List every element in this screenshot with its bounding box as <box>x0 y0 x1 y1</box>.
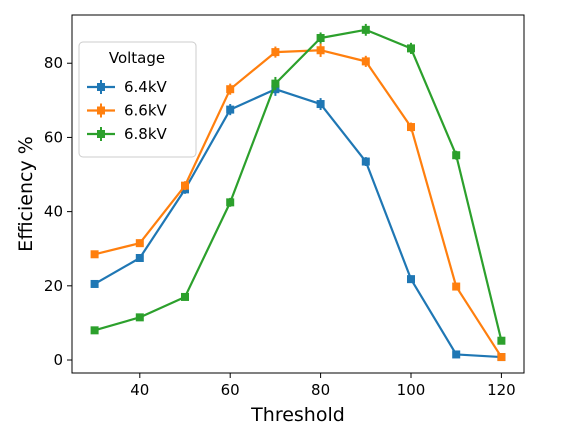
legend-swatch-marker <box>97 130 105 138</box>
data-point <box>226 105 235 114</box>
data-point <box>452 350 461 359</box>
data-point <box>361 57 370 66</box>
x-tick-label: 40 <box>130 381 149 399</box>
legend-item: 6.6kV <box>87 102 168 120</box>
y-tick-label: 60 <box>44 128 63 146</box>
data-point <box>361 25 370 34</box>
data-point <box>497 353 506 362</box>
data-point <box>271 79 280 88</box>
plot-frame <box>71 14 525 374</box>
series-6.6kV <box>90 43 506 362</box>
series-layer <box>90 23 506 362</box>
y-tick-label: 20 <box>44 277 63 295</box>
series-line <box>94 49 503 358</box>
data-point <box>407 44 415 53</box>
data-point <box>135 253 144 262</box>
data-point <box>135 313 144 322</box>
legend-item: 6.8kV <box>87 125 168 143</box>
data-point <box>407 123 415 132</box>
y-tick-label: 80 <box>44 54 63 72</box>
data-point <box>90 250 99 259</box>
y-tick-label: 40 <box>44 203 63 221</box>
x-tick-label: 60 <box>221 381 240 399</box>
data-point <box>135 239 144 248</box>
data-point <box>316 100 325 109</box>
legend-item: 6.4kV <box>87 78 168 96</box>
legend: Voltage 6.4kV 6.6kV 6.8kV <box>78 41 197 158</box>
x-axis-label: Threshold <box>250 404 345 423</box>
series-line <box>94 88 502 359</box>
x-axis: 40 60 80 100 120 <box>130 373 516 399</box>
legend-label: 6.4kV <box>124 78 168 96</box>
legend-items: 6.4kV 6.6kV 6.8kV <box>87 78 168 143</box>
data-point <box>452 151 461 160</box>
data-point <box>316 46 325 55</box>
data-point <box>497 336 506 345</box>
data-point <box>226 198 235 207</box>
legend-label: 6.8kV <box>124 125 168 143</box>
data-point <box>316 34 325 43</box>
y-tick-label: 0 <box>53 351 63 369</box>
series-6.8kV <box>90 23 506 345</box>
data-point <box>407 275 415 284</box>
series-line <box>94 28 503 341</box>
x-tick-label: 100 <box>397 381 426 399</box>
data-point <box>226 85 235 94</box>
legend-title: Voltage <box>109 49 165 67</box>
y-axis-label: Efficiency % <box>15 136 37 252</box>
legend-swatch-marker <box>97 106 105 115</box>
data-point <box>361 157 370 166</box>
data-point <box>271 48 280 57</box>
data-point <box>181 292 189 301</box>
data-point <box>90 279 99 288</box>
x-tick-label: 80 <box>311 381 330 399</box>
legend-label: 6.6kV <box>124 102 168 120</box>
legend-swatch-marker <box>97 83 105 91</box>
data-point <box>452 282 461 291</box>
data-point <box>181 181 189 190</box>
x-tick-label: 120 <box>487 381 516 399</box>
data-point <box>90 326 99 335</box>
legend-box <box>78 41 197 158</box>
series-6.4kV <box>90 82 506 362</box>
y-axis: 0 20 40 60 80 <box>44 54 72 369</box>
